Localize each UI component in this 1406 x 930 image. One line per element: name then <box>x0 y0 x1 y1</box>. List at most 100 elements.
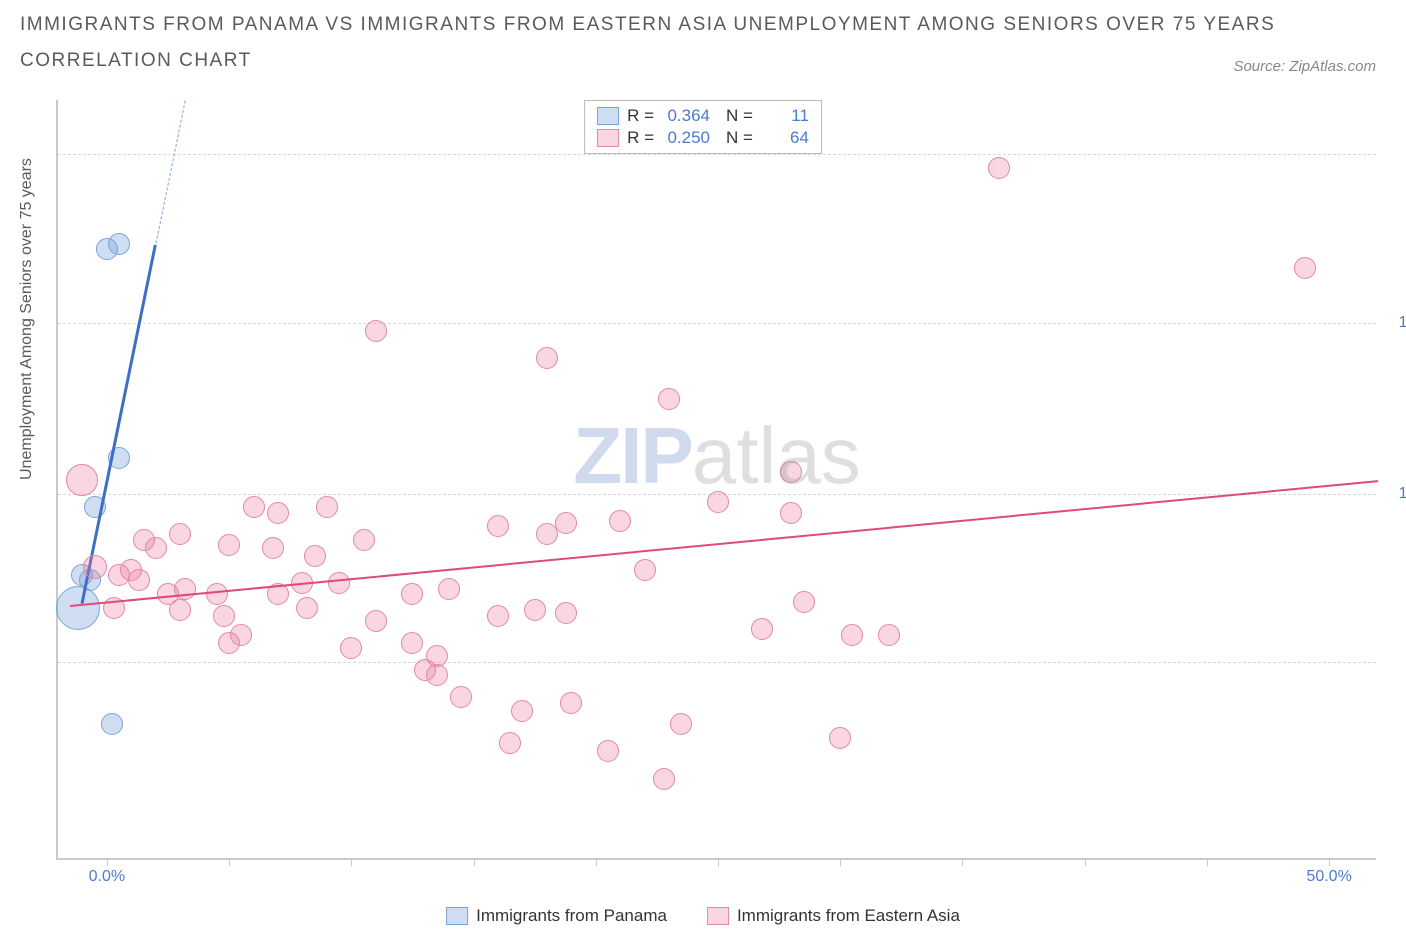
x-tick <box>351 858 352 866</box>
data-point <box>536 347 558 369</box>
data-point <box>793 591 815 613</box>
data-point <box>230 624 252 646</box>
data-point <box>128 569 150 591</box>
data-point <box>296 597 318 619</box>
data-point <box>262 537 284 559</box>
chart-title-line2: CORRELATION CHART <box>20 50 1386 72</box>
data-point <box>66 464 98 496</box>
data-point <box>511 700 533 722</box>
watermark: ZIPatlas <box>573 410 860 502</box>
data-point <box>609 510 631 532</box>
x-tick <box>107 858 108 866</box>
x-tick <box>596 858 597 866</box>
data-point <box>555 602 577 624</box>
data-point <box>1294 257 1316 279</box>
data-point <box>169 599 191 621</box>
data-point <box>267 502 289 524</box>
x-tick <box>229 858 230 866</box>
legend-r-value: 0.364 <box>662 106 710 126</box>
data-point <box>988 157 1010 179</box>
data-point <box>145 537 167 559</box>
legend-r-label: R = <box>627 106 654 126</box>
legend-swatch <box>597 107 619 125</box>
chart-title-line1: IMMIGRANTS FROM PANAMA VS IMMIGRANTS FRO… <box>20 14 1386 36</box>
data-point <box>218 534 240 556</box>
legend-series-label: Immigrants from Eastern Asia <box>737 906 960 926</box>
y-tick-label: 12.5% <box>1384 485 1406 503</box>
data-point <box>536 523 558 545</box>
legend-correlation: R = 0.364 N = 11 R = 0.250 N = 64 <box>584 100 822 154</box>
data-point <box>653 768 675 790</box>
data-point <box>56 586 100 630</box>
gridline <box>58 323 1376 324</box>
legend-n-value: 11 <box>761 106 809 126</box>
legend-swatch <box>446 907 468 925</box>
plot-area: ZIPatlas 6.3%12.5%18.8%0.0%50.0% <box>56 100 1376 860</box>
legend-row: R = 0.364 N = 11 <box>597 105 809 127</box>
legend-n-label: N = <box>726 106 753 126</box>
data-point <box>450 686 472 708</box>
y-axis-title: Unemployment Among Seniors over 75 years <box>18 158 36 480</box>
data-point <box>213 605 235 627</box>
gridline <box>58 154 1376 155</box>
data-point <box>438 578 460 600</box>
x-tick <box>474 858 475 866</box>
legend-n-value: 64 <box>761 128 809 148</box>
data-point <box>707 491 729 513</box>
legend-series-item: Immigrants from Panama <box>446 906 667 926</box>
legend-r-label: R = <box>627 128 654 148</box>
data-point <box>634 559 656 581</box>
data-point <box>524 599 546 621</box>
chart-title-block: IMMIGRANTS FROM PANAMA VS IMMIGRANTS FRO… <box>20 14 1386 72</box>
data-point <box>340 637 362 659</box>
x-tick-label: 50.0% <box>1306 868 1351 886</box>
legend-series-label: Immigrants from Panama <box>476 906 667 926</box>
x-tick <box>1085 858 1086 866</box>
data-point <box>487 605 509 627</box>
data-point <box>780 461 802 483</box>
data-point <box>365 610 387 632</box>
data-point <box>365 320 387 342</box>
x-tick <box>1329 858 1330 866</box>
data-point <box>658 388 680 410</box>
x-tick-label: 0.0% <box>89 868 125 886</box>
data-point <box>401 583 423 605</box>
data-point <box>316 496 338 518</box>
gridline <box>58 662 1376 663</box>
data-point <box>780 502 802 524</box>
data-point <box>670 713 692 735</box>
data-point <box>169 523 191 545</box>
data-point <box>878 624 900 646</box>
data-point <box>597 740 619 762</box>
legend-r-value: 0.250 <box>662 128 710 148</box>
data-point <box>560 692 582 714</box>
legend-row: R = 0.250 N = 64 <box>597 127 809 149</box>
data-point <box>83 555 107 579</box>
data-point <box>108 233 130 255</box>
legend-n-label: N = <box>726 128 753 148</box>
legend-series: Immigrants from Panama Immigrants from Ea… <box>446 906 960 926</box>
data-point <box>487 515 509 537</box>
data-point <box>751 618 773 640</box>
data-point <box>829 727 851 749</box>
watermark-zip: ZIP <box>573 411 691 500</box>
data-point <box>101 713 123 735</box>
x-tick <box>962 858 963 866</box>
y-tick-label: 6.3% <box>1384 653 1406 671</box>
data-point <box>426 645 448 667</box>
data-point <box>401 632 423 654</box>
data-point <box>328 572 350 594</box>
x-tick <box>718 858 719 866</box>
legend-swatch <box>707 907 729 925</box>
data-point <box>426 664 448 686</box>
data-point <box>555 512 577 534</box>
data-point <box>206 583 228 605</box>
legend-series-item: Immigrants from Eastern Asia <box>707 906 960 926</box>
data-point <box>243 496 265 518</box>
trend-line <box>155 100 185 244</box>
data-point <box>841 624 863 646</box>
x-tick <box>1207 858 1208 866</box>
data-point <box>304 545 326 567</box>
watermark-atlas: atlas <box>692 411 861 500</box>
source-label: Source: ZipAtlas.com <box>1233 58 1376 75</box>
